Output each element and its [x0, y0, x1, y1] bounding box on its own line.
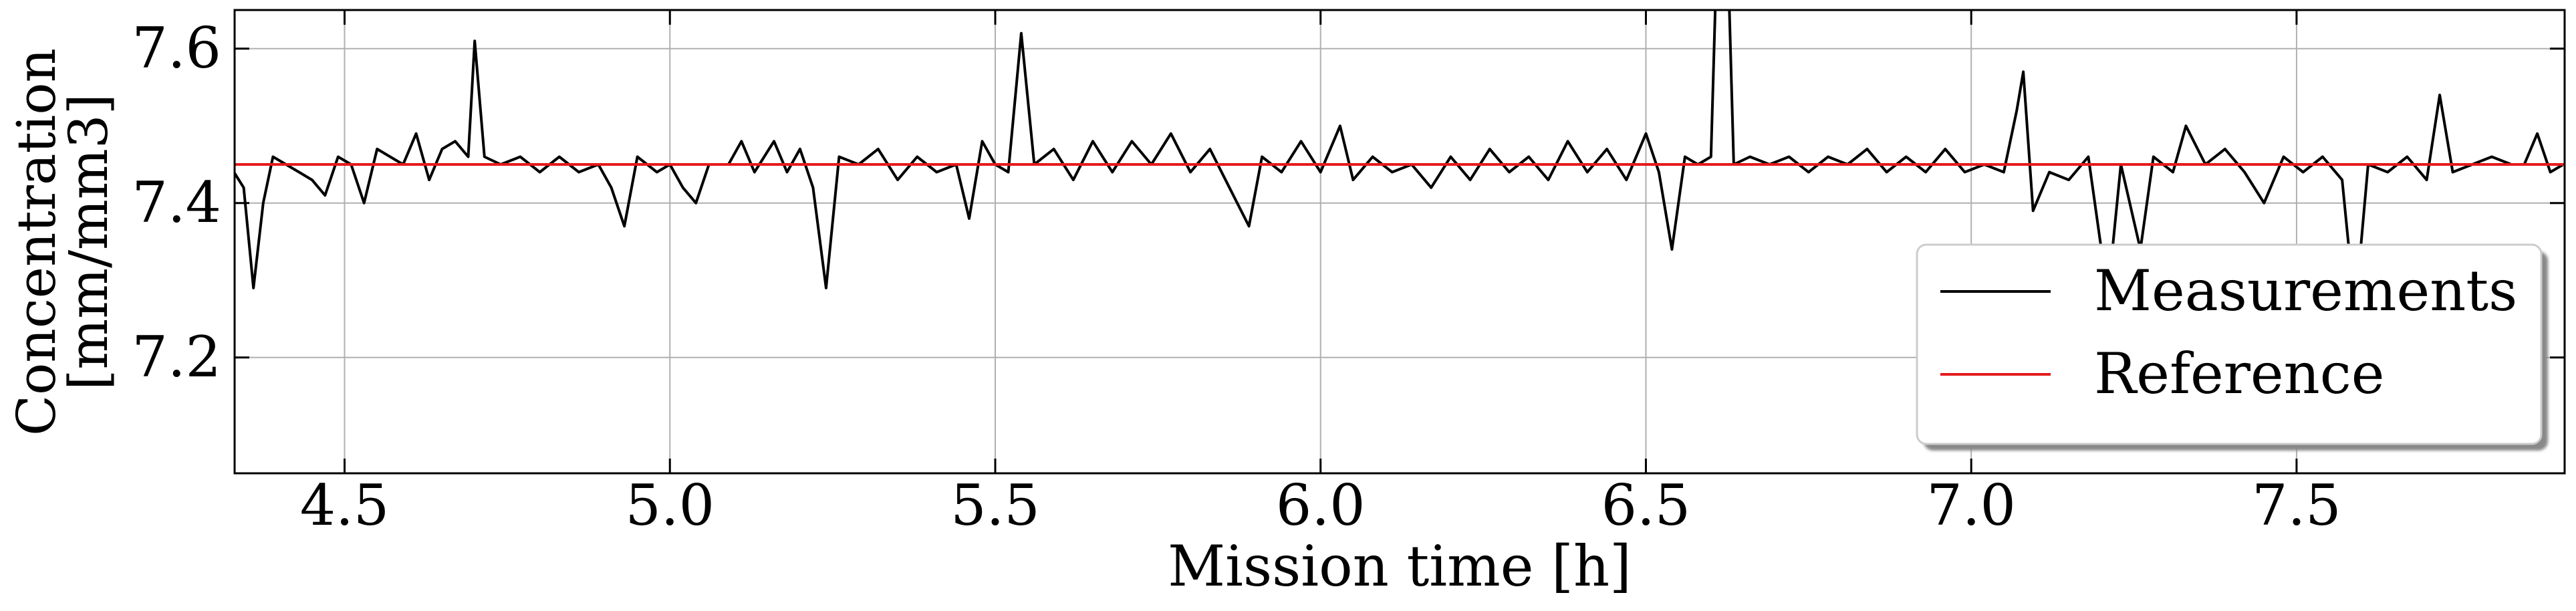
y-axis-label: Concentration [5, 48, 68, 436]
y-tick-label: 7.6 [132, 15, 221, 81]
plot-lines [235, 10, 2565, 313]
x-tick-label: 6.0 [1276, 473, 1366, 538]
x-tick-label: 5.0 [625, 473, 715, 538]
legend-label: Measurements [2094, 258, 2517, 324]
data-line [235, 10, 2565, 313]
ticks: 4.5 5.0 5.5 6.0 6.5 7.0 7.5 7.2 7.4 7.6 [132, 10, 2565, 538]
legend-label: Reference [2094, 341, 2384, 406]
y-axis-label: [mm/mm3] [57, 94, 120, 390]
y-tick-label: 7.2 [132, 324, 221, 390]
x-tick-label: 7.5 [2252, 473, 2341, 538]
x-tick-label: 4.5 [300, 473, 390, 538]
x-tick-label: 5.5 [950, 473, 1040, 538]
y-tick-label: 7.4 [132, 170, 221, 235]
x-axis-label: Mission time [h] [1168, 533, 1632, 599]
x-tick-label: 6.5 [1601, 473, 1691, 538]
x-tick-label: 7.0 [1926, 473, 2016, 538]
legend-box [1916, 243, 2543, 445]
legend: Measurements Reference [1916, 243, 2543, 445]
plot-frame [233, 9, 2566, 475]
